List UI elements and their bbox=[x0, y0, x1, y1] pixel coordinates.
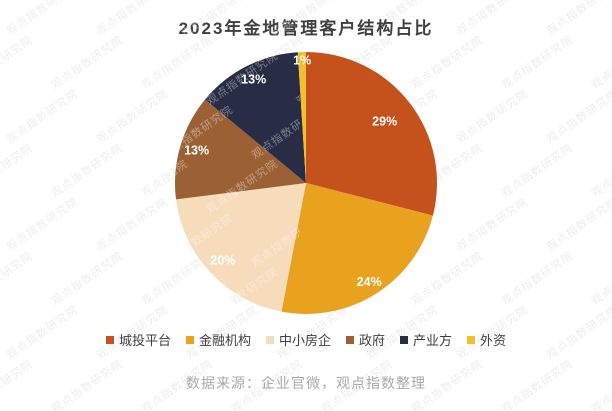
chart-legend: 城投平台 金融机构 中小房企 政府 产业方 外资 bbox=[0, 330, 612, 349]
legend-label: 政府 bbox=[359, 333, 386, 348]
legend-swatch-icon bbox=[467, 335, 476, 344]
pie-slice-label-2: 20% bbox=[210, 253, 235, 267]
legend-item-2: 中小房企 bbox=[265, 330, 331, 349]
pie-slice-1 bbox=[281, 183, 433, 315]
pie-slice-2 bbox=[176, 183, 306, 312]
legend-swatch-icon bbox=[105, 335, 114, 344]
source-note: 数据来源：企业官微，观点指数整理 bbox=[186, 375, 426, 391]
legend-item-4: 产业方 bbox=[400, 330, 452, 349]
legend-label: 城投平台 bbox=[118, 333, 171, 348]
chart-title: 2023年金地管理客户结构占比 bbox=[178, 19, 434, 38]
pie-slice-label-5: 1% bbox=[293, 53, 311, 67]
pie-slice-label-3: 13% bbox=[184, 143, 209, 157]
legend-swatch-icon bbox=[400, 335, 409, 344]
legend-item-1: 金融机构 bbox=[185, 330, 251, 349]
pie-slice-5 bbox=[297, 52, 306, 183]
pie-slice-label-0: 29% bbox=[372, 114, 397, 128]
pie-slice-4 bbox=[205, 52, 306, 184]
legend-label: 中小房企 bbox=[278, 333, 331, 348]
legend-label: 外资 bbox=[480, 333, 507, 348]
pie-slice-3 bbox=[174, 99, 306, 200]
legend-label: 金融机构 bbox=[198, 333, 251, 348]
pie-slice-label-4: 13% bbox=[241, 73, 266, 87]
pie-slice-0 bbox=[306, 52, 437, 216]
legend-swatch-icon bbox=[185, 335, 194, 344]
legend-item-0: 城投平台 bbox=[105, 330, 171, 349]
legend-swatch-icon bbox=[346, 335, 354, 344]
legend-swatch-icon bbox=[265, 335, 274, 344]
pie-slice-label-1: 24% bbox=[357, 275, 382, 289]
legend-item-3: 政府 bbox=[346, 330, 385, 349]
legend-item-5: 外资 bbox=[467, 330, 506, 349]
legend-label: 产业方 bbox=[413, 333, 453, 348]
